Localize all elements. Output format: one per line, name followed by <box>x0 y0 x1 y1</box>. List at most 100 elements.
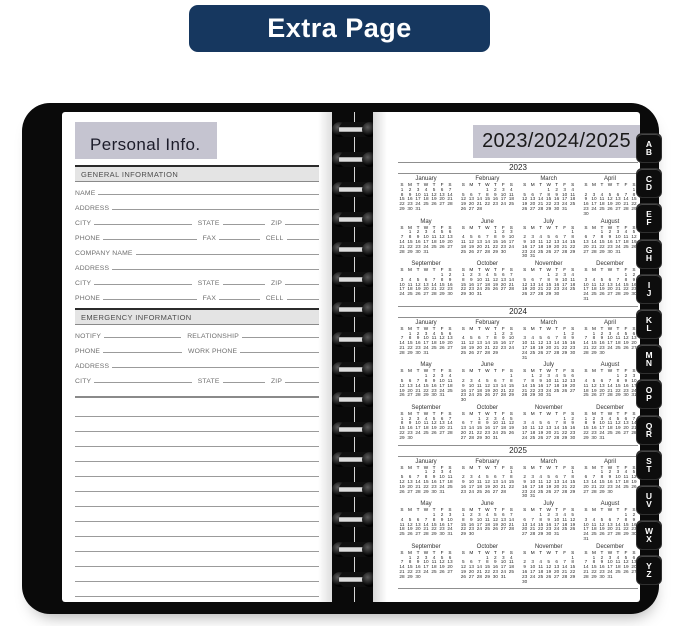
day-number: 9 <box>494 191 497 197</box>
day-number: 16 <box>570 340 576 346</box>
day-number: 28 <box>583 349 589 355</box>
day-number: 14 <box>554 425 560 431</box>
mini-calendar: July S M T W T F S 1 2 3 4 5 6 7 8 9 10 11 12 13 14 15 16 17 18 19… <box>521 362 577 403</box>
day-number: 6 <box>531 191 534 197</box>
note-line <box>75 507 319 522</box>
dow-header: T <box>477 325 481 331</box>
day-number: 9 <box>486 420 489 426</box>
day-number: 27 <box>476 349 482 355</box>
day-number: 24 <box>546 387 552 393</box>
day-number: 29 <box>484 573 490 579</box>
day-number: 2 <box>502 330 505 336</box>
day-number: 13 <box>631 335 637 341</box>
day-number: 17 <box>476 281 482 287</box>
dow-header: S <box>461 325 465 331</box>
day-number: 29 <box>570 573 576 579</box>
mini-calendar: December S M T W T F S 1 2 3 4 5 6 7 8 9 10 11 12 13 14 15 16 17… <box>582 405 638 441</box>
day-number: 20 <box>468 569 474 575</box>
month-grid: S M T W T F S 1 2 3 4 5 6 7 8 9 10 11 12 13 14 15 16 17 18 19 20 21… <box>398 267 454 297</box>
dow-header: W <box>607 267 613 273</box>
field-line <box>285 381 319 383</box>
day-number: 5 <box>440 554 444 560</box>
day-number: 11 <box>615 559 621 565</box>
day-number: 16 <box>447 281 453 287</box>
day-number: 28 <box>447 430 453 436</box>
day-number: 20 <box>530 201 536 207</box>
dow-header: T <box>416 507 420 513</box>
dow-header: S <box>632 549 636 555</box>
field-label: ZIP <box>270 280 283 287</box>
field-line <box>285 283 319 285</box>
day-number: 27 <box>407 392 413 398</box>
day-number: 2 <box>608 229 612 235</box>
day-number: 25 <box>407 291 413 297</box>
day-number: 3 <box>510 330 513 336</box>
dow-header: S <box>461 507 465 513</box>
mini-calendar: February S M T W T F S 1 2 3 4 5 6 7 8 9 10 11 12 13 14 15 16 17… <box>459 459 515 500</box>
day-number: 11 <box>407 281 413 287</box>
day-number: 16 <box>631 521 637 527</box>
dow-header: S <box>632 368 636 374</box>
day-number: 26 <box>599 531 605 537</box>
dow-header: F <box>563 182 567 187</box>
day-number: 13 <box>423 281 429 287</box>
day-number: 17 <box>562 281 568 287</box>
dow-header: F <box>501 410 505 416</box>
day-number: 27 <box>599 392 605 398</box>
dow-header: M <box>408 410 412 416</box>
day-number: 19 <box>484 387 490 393</box>
month-grid: S M T W T F S 1 2 3 4 5 6 7 8 9 10 11 12 13 14 15 16 17 18 19 20 21… <box>582 369 638 398</box>
day-number: 28 <box>623 205 629 211</box>
form-field-row: CITY STATE ZIP <box>75 212 319 227</box>
day-number: 2 <box>571 415 574 421</box>
day-number: 5 <box>432 415 436 421</box>
day-number: 25 <box>623 243 629 249</box>
day-number: 19 <box>415 286 421 292</box>
dow-header: M <box>530 182 535 187</box>
day-number: 3 <box>440 373 444 379</box>
day-number: 1 <box>400 415 404 421</box>
day-number: 7 <box>563 559 566 565</box>
day-number: 26 <box>538 349 544 355</box>
dow-header: T <box>555 368 559 374</box>
day-number: 24 <box>476 526 482 532</box>
dow-header: S <box>632 267 636 273</box>
day-number: 12 <box>570 516 576 522</box>
index-tab-letter: Q <box>645 420 653 431</box>
day-number: 8 <box>592 559 596 565</box>
day-number: 4 <box>531 335 534 341</box>
day-number: 30 <box>415 573 421 579</box>
day-number: 6 <box>448 229 452 235</box>
month-grid: S M T W T F S 1 2 3 4 5 6 7 8 9 10 11 12 13 14 15 16 17 18 19 20 21… <box>582 411 638 441</box>
day-number: 18 <box>460 243 466 249</box>
personal-info-form: GENERAL INFORMATION NAME ADDRESS CITY STATE Z… <box>62 165 332 385</box>
day-number: 19 <box>439 564 445 570</box>
day-number: 30 <box>431 488 437 494</box>
day-number: 2 <box>416 330 420 336</box>
day-number: 11 <box>623 234 629 240</box>
field-label: PHONE <box>75 348 101 355</box>
day-number: 17 <box>522 430 528 436</box>
dow-header: M <box>530 368 535 374</box>
day-number: 5 <box>440 229 444 235</box>
day-number: 5 <box>400 377 404 383</box>
dow-header: S <box>523 464 527 470</box>
year-calendars: 2023 January S M T W T F S 1 2 3 4 5 6 7 8 9 10 11 12 13 14 15 1… <box>398 162 638 590</box>
day-number: 23 <box>492 569 498 575</box>
mini-calendar: November S M T W T F S 1 2 3 4 5 6 7 8 9 10 11 12 13 14 15 16 17… <box>521 405 577 441</box>
day-number: 13 <box>530 281 536 287</box>
day-number: 12 <box>508 420 514 426</box>
day-number: 19 <box>538 344 544 350</box>
day-number: 11 <box>599 196 605 202</box>
day-number: 18 <box>460 344 466 350</box>
day-number: 27 <box>522 531 528 537</box>
day-number: 28 <box>415 392 421 398</box>
day-number: 1 <box>624 271 628 277</box>
day-number: 12 <box>631 234 637 240</box>
day-number: 10 <box>522 425 528 431</box>
day-number: 12 <box>484 382 490 388</box>
day-number: 25 <box>460 248 466 254</box>
dow-header: S <box>400 549 404 555</box>
day-number: 19 <box>460 569 466 575</box>
